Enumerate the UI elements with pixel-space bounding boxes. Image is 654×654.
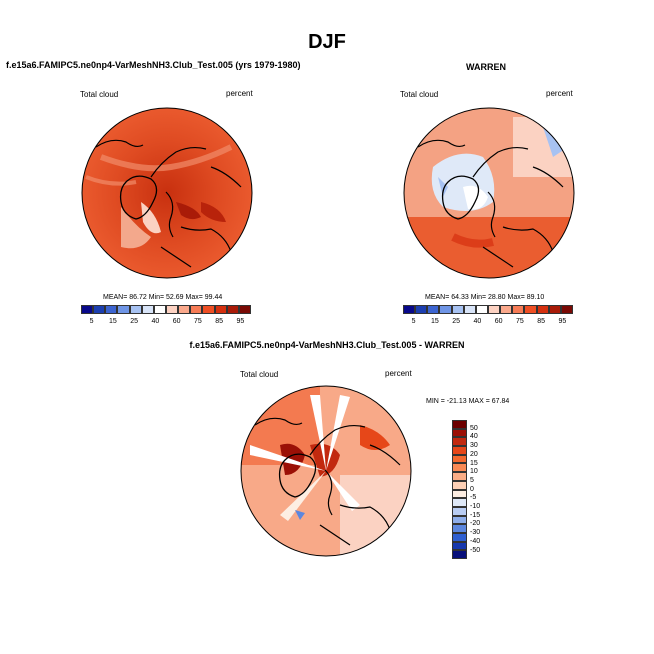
colorbar-label: 40 bbox=[151, 318, 160, 325]
colorbar-label: 60 bbox=[172, 318, 181, 325]
colorbar-label: 85 bbox=[215, 318, 224, 325]
colorbar-swatch bbox=[475, 305, 488, 314]
colorbar-swatch bbox=[105, 305, 118, 314]
diff-colorbar-swatch bbox=[452, 541, 467, 551]
diff-colorbar-label: 5 bbox=[470, 476, 474, 484]
colorbar-swatch bbox=[536, 305, 549, 314]
diff-colorbar-swatch bbox=[452, 454, 467, 464]
diff-colorbar-swatch bbox=[452, 446, 467, 455]
colorbar-swatch bbox=[81, 305, 94, 314]
colorbar-label: 75 bbox=[515, 318, 524, 325]
diff-colorbar-swatch bbox=[452, 489, 467, 499]
colorbar-label: 40 bbox=[473, 318, 482, 325]
diff-colorbar-label: 15 bbox=[470, 459, 478, 467]
diff-colorbar-swatch bbox=[452, 428, 467, 438]
diff-colorbar-swatch bbox=[452, 506, 467, 516]
diff-colorbar-swatch bbox=[452, 550, 467, 559]
colorbar-swatch bbox=[202, 305, 215, 314]
colorbar-swatch bbox=[463, 305, 476, 314]
colorbar-label: 15 bbox=[108, 318, 117, 325]
panel1-variable-label: Total cloud bbox=[80, 90, 119, 99]
diff-colorbar-label: 40 bbox=[470, 433, 478, 441]
panel2-stats: MEAN= 64.33 Min= 28.80 Max= 89.10 bbox=[425, 294, 545, 301]
colorbar-swatch bbox=[190, 305, 203, 314]
colorbar-swatch bbox=[238, 305, 251, 314]
colorbar-label: 60 bbox=[494, 318, 503, 325]
panel2-colorbar-labels: 5 15 25 40 60 75 85 95 bbox=[403, 318, 573, 326]
colorbar-swatch bbox=[439, 305, 452, 314]
diff-colorbar-swatch bbox=[452, 480, 467, 490]
colorbar-swatch bbox=[214, 305, 227, 314]
diff-colorbar-label: 50 bbox=[470, 424, 478, 432]
colorbar-swatch bbox=[226, 305, 239, 314]
colorbar-swatch bbox=[129, 305, 142, 314]
colorbar-swatch bbox=[403, 305, 416, 314]
colorbar-label: 5 bbox=[411, 318, 416, 325]
panel1-units-label: percent bbox=[226, 89, 253, 98]
diff-colorbar-label: -5 bbox=[470, 494, 477, 502]
diff-colorbar-swatch bbox=[452, 515, 467, 525]
diff-colorbar-swatch bbox=[452, 472, 467, 481]
diff-colorbar-swatch bbox=[452, 498, 467, 507]
colorbar-label: 25 bbox=[452, 318, 461, 325]
colorbar-swatch bbox=[500, 305, 513, 314]
colorbar-swatch bbox=[178, 305, 191, 314]
colorbar-swatch bbox=[117, 305, 130, 314]
colorbar-label: 95 bbox=[558, 318, 567, 325]
panel3-colorbar bbox=[452, 420, 467, 559]
diff-colorbar-swatch bbox=[452, 532, 467, 542]
diff-colorbar-label: 0 bbox=[470, 485, 474, 493]
colorbar-swatch bbox=[548, 305, 561, 314]
colorbar-swatch bbox=[487, 305, 501, 314]
colorbar-swatch bbox=[93, 305, 106, 314]
colorbar-swatch bbox=[165, 305, 179, 314]
panel2-units-label: percent bbox=[546, 89, 573, 98]
diff-colorbar-swatch bbox=[452, 420, 467, 429]
panel1-title: f.e15a6.FAMIPC5.ne0np4-VarMeshNH3.Club_T… bbox=[6, 60, 301, 70]
colorbar-swatch bbox=[141, 305, 154, 314]
panel1-polar-map bbox=[81, 107, 253, 279]
panel3-units-label: percent bbox=[385, 369, 412, 378]
colorbar-label: 75 bbox=[193, 318, 202, 325]
panel1-stats: MEAN= 86.72 Min= 52.69 Max= 99.44 bbox=[103, 294, 223, 301]
panel1-colorbar bbox=[81, 305, 251, 314]
colorbar-label: 15 bbox=[430, 318, 439, 325]
panel2-polar-map bbox=[403, 107, 575, 279]
panel3-polar-map bbox=[240, 385, 412, 557]
diff-colorbar-label: -15 bbox=[470, 511, 481, 519]
diff-colorbar-label: -30 bbox=[470, 529, 481, 537]
diff-colorbar-swatch bbox=[452, 463, 467, 473]
diff-colorbar-label: 30 bbox=[470, 442, 478, 450]
colorbar-label: 25 bbox=[130, 318, 139, 325]
diff-colorbar-label: 10 bbox=[470, 468, 478, 476]
panel2-title: WARREN bbox=[466, 62, 506, 72]
diff-colorbar-label: -20 bbox=[470, 520, 481, 528]
colorbar-label: 95 bbox=[236, 318, 245, 325]
panel3-title: f.e15a6.FAMIPC5.ne0np4-VarMeshNH3.Club_T… bbox=[189, 340, 465, 350]
diff-colorbar-label: 20 bbox=[470, 450, 478, 458]
diff-colorbar-swatch bbox=[452, 437, 467, 447]
colorbar-swatch bbox=[524, 305, 537, 314]
colorbar-label: 85 bbox=[537, 318, 546, 325]
diff-colorbar-label: -10 bbox=[470, 503, 481, 510]
colorbar-swatch bbox=[560, 305, 573, 314]
colorbar-swatch bbox=[512, 305, 525, 314]
colorbar-label: 5 bbox=[89, 318, 94, 325]
diff-colorbar-swatch bbox=[452, 524, 467, 533]
colorbar-swatch bbox=[415, 305, 428, 314]
diff-colorbar-label: -40 bbox=[470, 537, 481, 545]
panel3-stats: MIN = -21.13 MAX = 67.84 bbox=[426, 398, 510, 405]
panel1-colorbar-labels: 5 15 25 40 60 75 85 95 bbox=[81, 318, 251, 326]
colorbar-swatch bbox=[427, 305, 440, 314]
colorbar-swatch bbox=[153, 305, 166, 314]
diff-colorbar-label: -50 bbox=[470, 546, 481, 554]
colorbar-swatch bbox=[451, 305, 464, 314]
panel2-colorbar bbox=[403, 305, 573, 314]
panel3-variable-label: Total cloud bbox=[240, 370, 279, 379]
page-title: DJF bbox=[308, 31, 346, 53]
panel2-variable-label: Total cloud bbox=[400, 90, 439, 99]
